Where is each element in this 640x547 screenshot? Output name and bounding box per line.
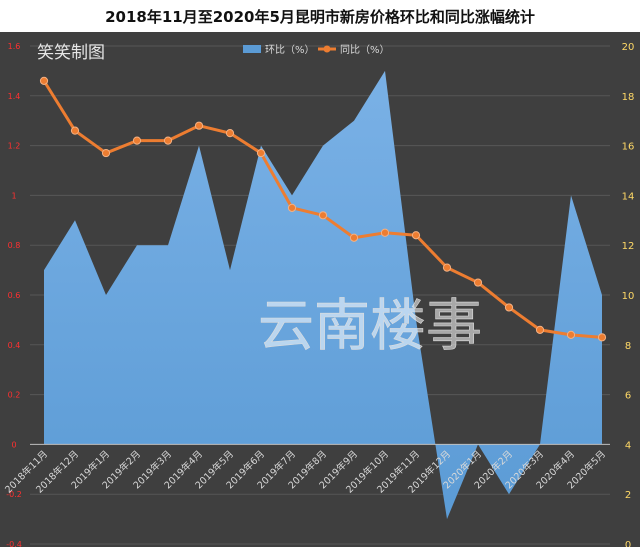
legend-label-hb: 环比（%） [265, 44, 315, 56]
line-point [101, 148, 111, 158]
y-left-tick-label: 0 [11, 440, 16, 449]
line-point [380, 228, 390, 237]
line-point [194, 121, 204, 130]
line-point [132, 136, 142, 145]
chart-title: 2018年11月至2020年5月昆明市新房价格环比和同比涨幅统计 [105, 8, 535, 26]
line-point [597, 333, 607, 342]
line-point [566, 330, 576, 339]
line-point [163, 136, 173, 145]
y-left-tick-label: 1 [11, 191, 16, 200]
y-right-tick-label: 18 [622, 92, 635, 103]
line-point [349, 233, 359, 242]
y-left-tick-label: 1.6 [8, 42, 21, 51]
line-point [411, 231, 421, 240]
y-left-tick-label: 0.6 [8, 291, 21, 300]
y-right-tick-label: 10 [622, 291, 635, 302]
line-point [70, 126, 80, 135]
line-point [442, 263, 452, 272]
y-left-tick-label: 1.4 [8, 92, 21, 101]
y-right-tick-label: 6 [625, 391, 631, 402]
legend-swatch-hb [243, 45, 261, 53]
y-right-tick-label: 20 [622, 42, 635, 53]
area-series-hb [44, 70, 602, 520]
legend: 环比（%） 同比（%） [243, 44, 390, 56]
y-left-tick-label: -0.4 [6, 540, 22, 547]
y-left-tick-label: 0.4 [8, 341, 21, 350]
y-right-tick-label: 16 [622, 142, 635, 153]
y-right-tick-label: 14 [622, 191, 635, 202]
legend-label-tb: 同比（%） [340, 44, 390, 56]
y-right-tick-label: 4 [625, 440, 631, 451]
legend-marker-tb [323, 45, 331, 53]
line-point [535, 325, 545, 334]
line-point [287, 203, 297, 212]
y-left-tick-label: 1.2 [8, 142, 21, 151]
y-right-tick-label: 2 [625, 490, 631, 501]
line-point [504, 303, 514, 312]
y-right-tick-label: 0 [625, 540, 631, 547]
y-left-tick-label: -0.2 [6, 490, 22, 499]
watermark-large-text: 云南楼事 [258, 294, 482, 359]
line-point [473, 278, 483, 287]
line-point [318, 211, 328, 220]
y-left-tick-label: 0.2 [8, 391, 21, 400]
line-point [39, 76, 49, 85]
watermark-text: 笑笑制图 [37, 43, 105, 63]
line-point [256, 148, 266, 158]
line-point [225, 129, 235, 138]
y-left-tick-label: 0.8 [8, 241, 21, 250]
y-right-tick-label: 12 [622, 241, 635, 252]
y-right-tick-label: 8 [625, 341, 631, 352]
